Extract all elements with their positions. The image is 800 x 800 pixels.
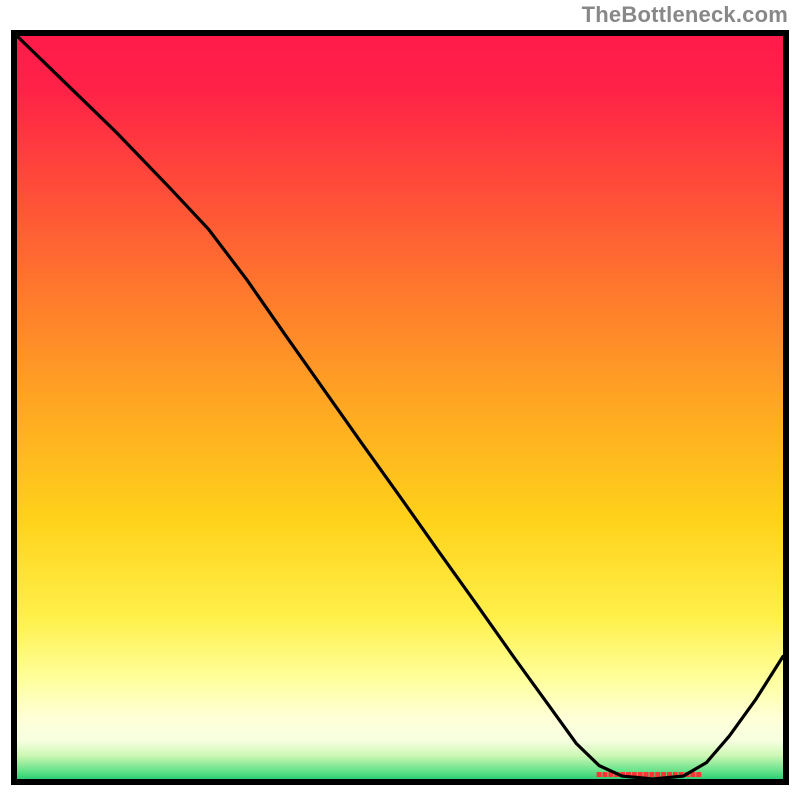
optimum-marker-dot [597,772,602,777]
bottleneck-chart [0,0,800,800]
optimum-marker-dot [696,772,701,777]
optimum-marker-dot [655,772,660,777]
optimum-marker-dot [603,772,608,777]
watermark-text: TheBottleneck.com [582,2,788,28]
optimum-marker-dot [649,772,654,777]
optimum-marker-dot [644,772,649,777]
